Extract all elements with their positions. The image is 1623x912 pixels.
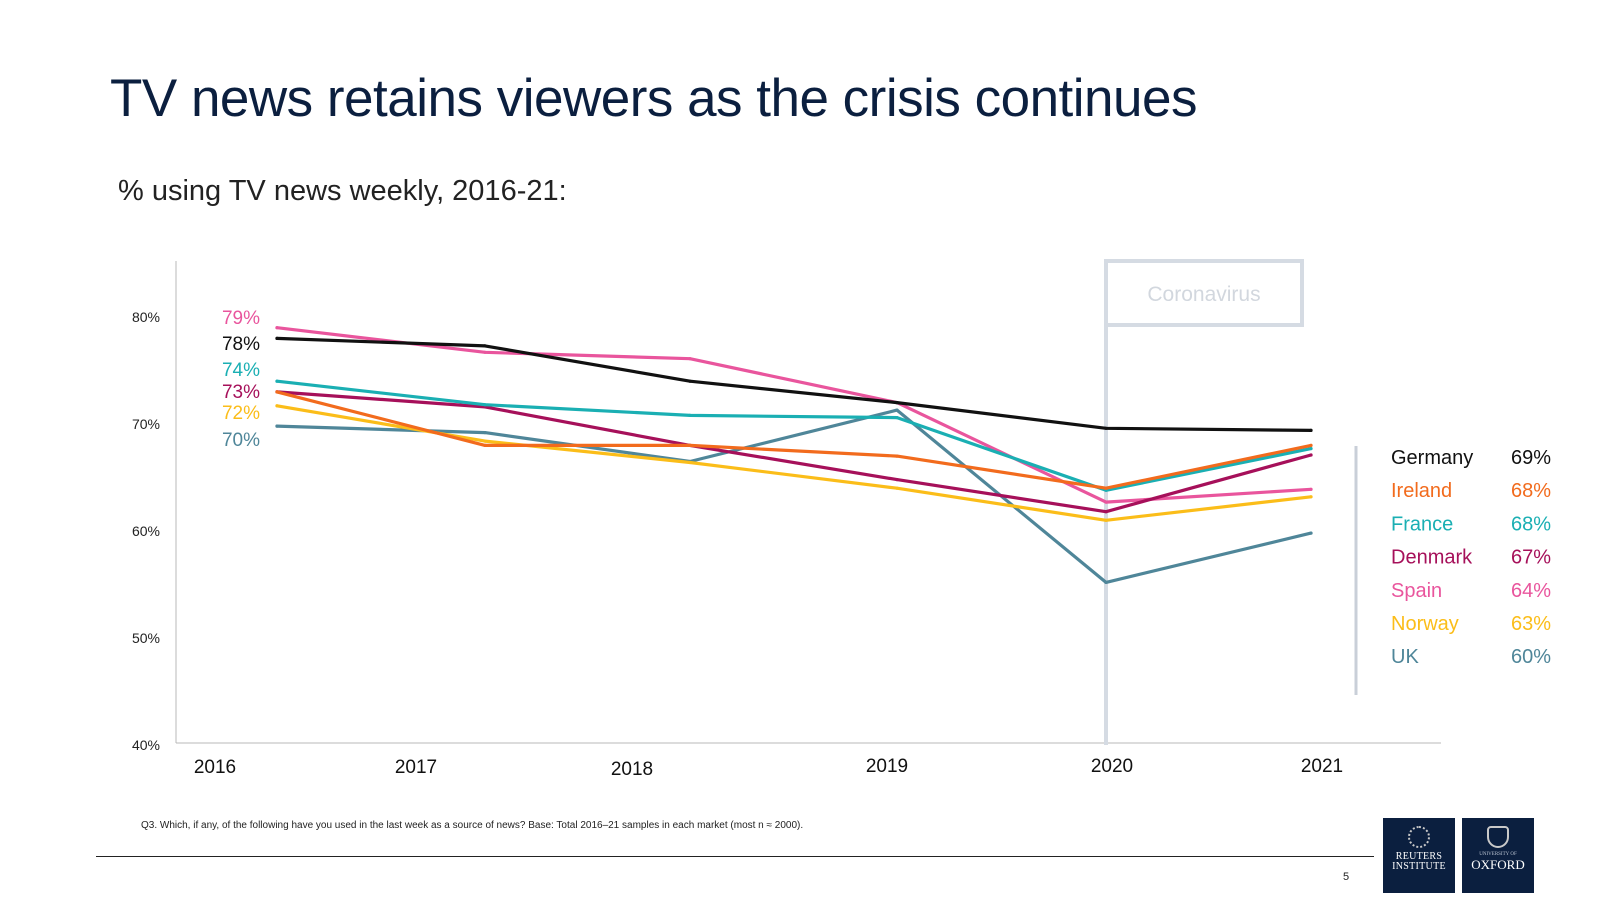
x-tick-label: 2021 xyxy=(1301,756,1343,777)
x-tick-label: 2017 xyxy=(395,757,437,778)
reuters-institute-logo: REUTERS INSTITUTE xyxy=(1383,818,1455,893)
coronavirus-label-box xyxy=(1104,259,1304,327)
data-point-ireland xyxy=(275,390,279,394)
series-line-france xyxy=(275,379,1313,492)
legend-value-uk: 60% xyxy=(1511,646,1551,668)
data-point-uk xyxy=(275,424,279,428)
legend-name-denmark: Denmark xyxy=(1391,547,1473,569)
reuters-dots-icon xyxy=(1408,826,1430,848)
legend-name-ireland: Ireland xyxy=(1391,480,1452,502)
x-tick-label: 2016 xyxy=(194,757,236,778)
legend-value-ireland: 68% xyxy=(1511,480,1551,502)
data-point-uk xyxy=(1104,580,1108,585)
footnote: Q3. Which, if any, of the following have… xyxy=(141,820,804,831)
oxford-logo-name: OXFORD xyxy=(1471,857,1525,872)
data-point-uk xyxy=(895,408,899,412)
data-point-france xyxy=(895,416,899,420)
data-point-norway xyxy=(1104,518,1108,522)
data-point-norway xyxy=(483,439,487,443)
chart-subtitle: % using TV news weekly, 2016-21: xyxy=(118,175,567,207)
oxford-crest-icon xyxy=(1487,826,1509,848)
start-label-germany: 78% xyxy=(222,334,260,355)
data-point-germany xyxy=(483,344,487,348)
start-label-uk: 70% xyxy=(222,430,260,451)
legend-value-germany: 69% xyxy=(1511,447,1551,469)
series-line-germany xyxy=(275,336,1313,432)
data-point-germany xyxy=(688,379,692,383)
data-point-ireland xyxy=(688,443,692,447)
legend-name-germany: Germany xyxy=(1391,447,1473,469)
data-point-ireland xyxy=(895,454,899,458)
data-point-ireland xyxy=(483,443,487,447)
data-point-denmark xyxy=(1309,453,1313,457)
data-point-germany xyxy=(895,401,899,405)
data-point-france xyxy=(688,413,692,417)
start-label-spain: 79% xyxy=(222,308,260,329)
x-tick-label: 2020 xyxy=(1091,756,1133,777)
x-tick-label: 2018 xyxy=(611,759,653,780)
reuters-logo-line1: REUTERS xyxy=(1395,851,1443,862)
data-point-spain xyxy=(1309,487,1313,491)
data-point-france xyxy=(275,379,279,383)
y-tick-label: 40% xyxy=(132,737,160,753)
data-point-spain xyxy=(688,357,692,361)
data-point-france xyxy=(483,403,487,407)
data-point-ireland xyxy=(1309,443,1313,447)
data-point-spain xyxy=(275,326,279,330)
legend-value-france: 68% xyxy=(1511,513,1551,535)
data-point-germany xyxy=(1309,428,1313,432)
data-point-uk xyxy=(1309,531,1313,535)
data-point-denmark xyxy=(1104,510,1108,514)
oxford-logo-top: UNIVERSITY OF xyxy=(1479,852,1517,857)
legend-name-norway: Norway xyxy=(1391,613,1459,635)
start-label-denmark: 73% xyxy=(222,382,260,403)
y-tick-label: 70% xyxy=(132,416,160,432)
series-line-spain xyxy=(275,326,1313,504)
footer-divider xyxy=(96,856,1374,857)
data-point-norway xyxy=(275,404,279,408)
start-label-france: 74% xyxy=(222,360,260,381)
series-line-denmark xyxy=(275,390,1313,514)
start-label-norway: 72% xyxy=(222,403,260,424)
data-point-denmark xyxy=(895,478,899,482)
page-title: TV news retains viewers as the crisis co… xyxy=(110,69,1198,128)
x-tick-label: 2019 xyxy=(866,756,908,777)
series-line-uk xyxy=(275,408,1313,585)
y-tick-label: 50% xyxy=(132,630,160,646)
reuters-logo-line2: INSTITUTE xyxy=(1392,861,1446,872)
data-point-france xyxy=(1309,447,1313,451)
data-point-germany xyxy=(1104,426,1108,430)
legend-value-spain: 64% xyxy=(1511,580,1551,602)
coronavirus-label: Coronavirus xyxy=(1147,283,1260,306)
data-point-spain xyxy=(483,350,487,354)
series-line-ireland xyxy=(275,390,1313,490)
legend-name-uk: UK xyxy=(1391,646,1419,668)
data-point-germany xyxy=(275,336,279,340)
data-point-uk xyxy=(483,431,487,435)
legend-name-spain: Spain xyxy=(1391,580,1442,602)
data-point-spain xyxy=(1104,500,1108,504)
oxford-university-logo: UNIVERSITY OF OXFORD xyxy=(1462,818,1534,893)
data-point-norway xyxy=(688,460,692,465)
legend-value-denmark: 67% xyxy=(1511,547,1551,569)
y-tick-label: 80% xyxy=(132,309,160,325)
data-point-ireland xyxy=(1104,486,1108,490)
legend-value-norway: 63% xyxy=(1511,613,1551,635)
page-number: 5 xyxy=(1343,871,1350,883)
data-point-norway xyxy=(895,486,899,490)
data-point-norway xyxy=(1309,495,1313,499)
legend-name-france: France xyxy=(1391,513,1453,535)
y-tick-label: 60% xyxy=(132,523,160,539)
